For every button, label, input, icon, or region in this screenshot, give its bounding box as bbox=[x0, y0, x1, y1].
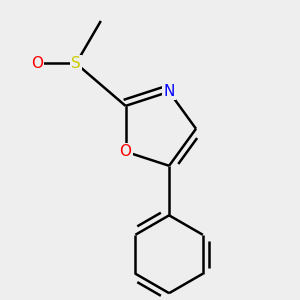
Text: O: O bbox=[120, 144, 132, 159]
Text: O: O bbox=[31, 56, 43, 71]
Text: S: S bbox=[71, 56, 81, 71]
Text: N: N bbox=[164, 84, 175, 99]
